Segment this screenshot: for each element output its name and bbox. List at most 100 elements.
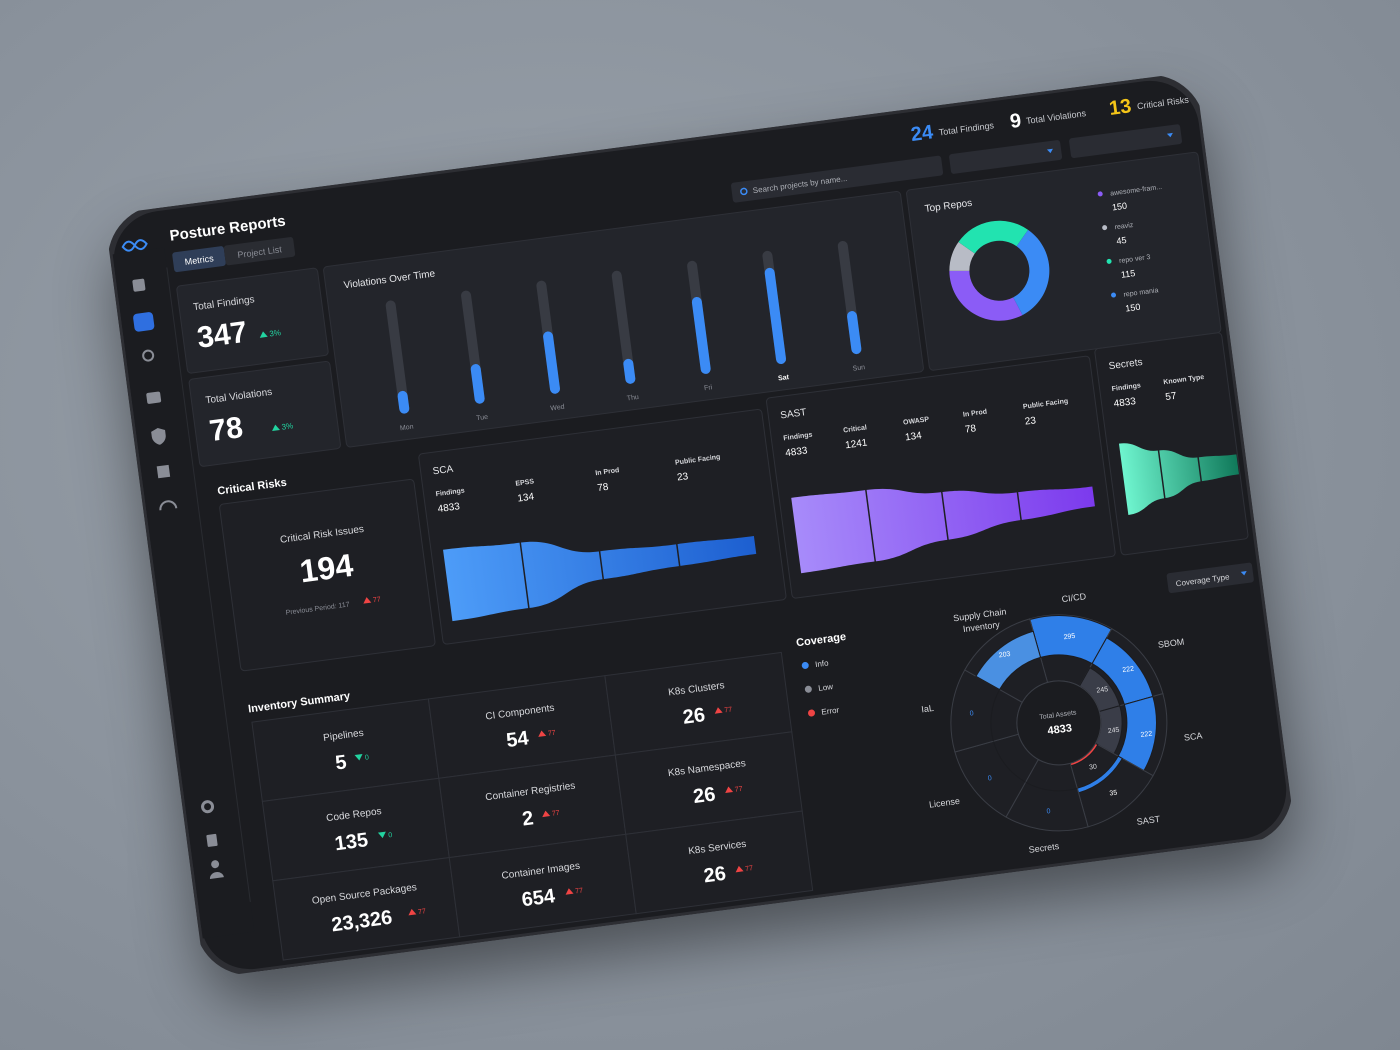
panel-title: SAST: [780, 407, 807, 421]
total-value: 9: [1009, 110, 1023, 133]
stage-value: 134: [904, 430, 922, 443]
nav-docs[interactable]: [206, 833, 218, 847]
legend-name: Error: [821, 705, 840, 716]
trend-down: [354, 754, 363, 761]
stage-value: 23: [1024, 415, 1037, 427]
inventory-change: 0: [388, 832, 393, 839]
stage-value: 4833: [785, 445, 809, 459]
stage-label: EPSS: [515, 478, 535, 487]
inventory-change: 77: [734, 786, 743, 794]
inventory-change: 77: [575, 887, 584, 895]
sidebar-divider: [166, 267, 251, 902]
inventory-change: 0: [365, 754, 370, 761]
inventory-change: 77: [418, 908, 427, 916]
legend-name: Info: [815, 658, 830, 669]
trend-up: [565, 888, 574, 895]
stage-value: 57: [1165, 391, 1178, 403]
nav-links[interactable]: [142, 349, 155, 362]
sector-value: 295: [1063, 633, 1076, 641]
legend-value: 150: [1111, 201, 1127, 213]
tab-label: Metrics: [184, 253, 215, 267]
x-tick-label: Mon: [400, 424, 415, 433]
x-tick-label: Thu: [626, 394, 639, 403]
stage-label: Findings: [1111, 382, 1141, 393]
stage-value: 134: [517, 491, 535, 504]
stage-value: 4833: [437, 501, 461, 515]
funnel-divider: [675, 541, 681, 570]
tab-project-list[interactable]: [223, 237, 296, 266]
sector-label: Secrets: [1028, 841, 1060, 855]
nav-dashboard[interactable]: [132, 278, 146, 292]
stage-label: OWASP: [903, 416, 930, 426]
total-value: 13: [1108, 95, 1133, 120]
dropdown[interactable]: [1166, 562, 1254, 594]
legend-dot: [1106, 258, 1112, 264]
sector-label: CI/CD: [1061, 591, 1087, 604]
funnel-divider: [864, 486, 877, 565]
critical-value: 194: [298, 547, 356, 590]
sector-label: SBOM: [1157, 637, 1185, 650]
stage-value: 23: [676, 471, 689, 483]
nav-settings[interactable]: [201, 800, 215, 814]
sector-label: License: [928, 796, 960, 810]
nav-gauge[interactable]: [159, 500, 178, 511]
donut-slice: [949, 270, 1023, 321]
sector-inner-value: 30: [1089, 764, 1098, 772]
inventory-change: 77: [745, 865, 754, 873]
nav-shield[interactable]: [151, 427, 167, 446]
sector-value: 0: [988, 775, 993, 782]
dropdown-caret: [1166, 132, 1173, 138]
bar: [847, 311, 862, 355]
nav-user[interactable]: [211, 860, 220, 869]
search-box[interactable]: [730, 155, 944, 203]
bar: [470, 364, 485, 404]
tab-metrics[interactable]: [172, 246, 226, 273]
inventory-value: 26: [681, 704, 706, 729]
legend-dot: [1097, 191, 1103, 197]
legend-name: reaviz: [1114, 222, 1134, 231]
sector-value: 222: [1140, 731, 1153, 739]
funnel-divider: [1196, 454, 1203, 485]
total-value: 24: [909, 121, 935, 146]
trend-up: [408, 908, 417, 916]
funnel-divider: [598, 548, 605, 583]
center-circle: [1016, 680, 1102, 766]
dropdown-caret: [1240, 571, 1247, 576]
nav-posture[interactable]: [133, 312, 155, 332]
trend-up: [259, 331, 268, 338]
logo: [121, 239, 148, 252]
legend-value: 150: [1125, 302, 1141, 314]
dropdown[interactable]: [949, 140, 1063, 174]
inventory-change: 77: [724, 706, 733, 714]
donut-slice: [958, 220, 1029, 254]
stage-value: 1241: [845, 437, 869, 451]
funnel-shape: [1118, 443, 1239, 516]
dropdown-caret: [1046, 148, 1053, 154]
legend-name: repo mania: [1123, 287, 1159, 299]
trend-up: [363, 597, 372, 604]
stage-label: In Prod: [595, 467, 620, 477]
kpi-value: 347: [195, 316, 249, 355]
funnel-divider: [1157, 447, 1166, 502]
inventory-label: Pipelines: [323, 728, 365, 744]
inventory-change: 77: [552, 810, 561, 818]
sector-inner-value: 245: [1096, 686, 1109, 694]
kpi-card: [188, 360, 341, 467]
inventory-value: 2: [521, 807, 535, 830]
nav-box[interactable]: [156, 464, 171, 479]
nav-folder[interactable]: [146, 391, 162, 404]
nav-user-body[interactable]: [209, 871, 224, 879]
tablet: Posture Reports Metrics Project List 24 Tota…: [104, 72, 1295, 979]
kpi-value: 78: [207, 411, 244, 448]
stage-value: 78: [597, 482, 610, 494]
center-value: 4833: [1047, 722, 1073, 737]
inventory-value: 26: [692, 783, 717, 808]
legend-value: 115: [1120, 268, 1136, 280]
panel-title: SCA: [432, 464, 454, 478]
dropdown[interactable]: [1069, 124, 1183, 159]
bar: [397, 390, 410, 414]
inventory-value: 135: [333, 829, 369, 855]
sector-value: 203: [998, 651, 1011, 659]
bar: [691, 296, 711, 374]
